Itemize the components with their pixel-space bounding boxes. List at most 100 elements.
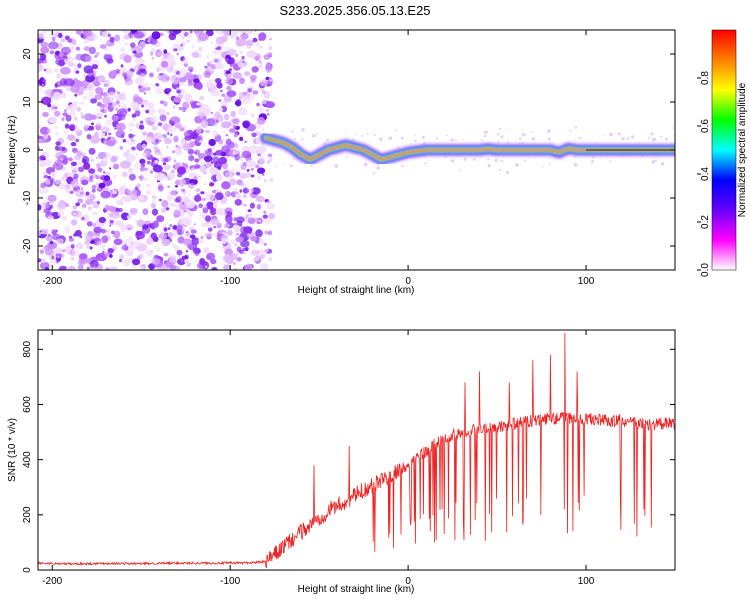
noise-blob: [212, 156, 220, 164]
noise-blob: [242, 247, 248, 252]
noise-blob: [216, 114, 224, 123]
noise-speckle: [292, 158, 295, 161]
noise-blob: [149, 72, 154, 78]
noise-blob: [215, 173, 223, 182]
noise-blob: [234, 153, 240, 161]
noise-blob: [263, 218, 272, 225]
noise-blob: [96, 122, 102, 126]
noise-blob: [41, 30, 48, 35]
noise-blob: [150, 202, 156, 209]
noise-blob: [225, 74, 228, 78]
noise-blob: [256, 204, 262, 210]
noise-blob: [210, 258, 217, 265]
noise-blob: [58, 59, 65, 67]
noise-blob: [255, 56, 260, 62]
noise-blob: [129, 207, 138, 215]
noise-blob: [132, 258, 141, 266]
noise-blob: [128, 173, 136, 181]
noise-blob: [77, 264, 84, 270]
noise-blob: [49, 171, 56, 179]
noise-blob: [251, 132, 257, 138]
noise-blob: [131, 146, 136, 151]
noise-blob: [45, 179, 51, 185]
noise-blob: [83, 74, 86, 77]
noise-blob: [203, 70, 211, 79]
noise-blob: [240, 94, 246, 99]
noise-blob: [213, 225, 217, 229]
noise-blob: [203, 205, 208, 209]
noise-blob: [243, 61, 249, 68]
noise-blob: [122, 138, 127, 143]
noise-blob: [215, 30, 224, 35]
noise-blob: [91, 64, 99, 70]
noise-blob: [166, 125, 177, 133]
noise-blob: [188, 193, 192, 196]
noise-blob: [104, 41, 108, 44]
noise-speckle: [569, 130, 572, 133]
noise-blob: [125, 70, 134, 79]
noise-blob: [210, 41, 213, 44]
noise-blob: [234, 267, 238, 270]
noise-speckle: [410, 143, 412, 145]
noise-blob: [42, 157, 46, 161]
noise-blob: [134, 50, 143, 59]
noise-speckle: [473, 158, 476, 161]
noise-blob: [244, 237, 248, 241]
noise-blob: [168, 232, 173, 238]
y-tick-label: 0: [22, 147, 33, 153]
noise-blob: [56, 236, 59, 240]
noise-blob: [240, 33, 249, 40]
noise-blob: [124, 42, 129, 46]
noise-blob: [47, 233, 51, 237]
noise-blob: [233, 222, 236, 226]
snr-panel: -200 -100 0 100 0 200 400 600 800 Height of str…: [7, 329, 676, 595]
noise-blob: [80, 112, 84, 116]
noise-speckle: [372, 172, 375, 175]
y-tick-label: 0: [22, 567, 33, 573]
noise-blob: [252, 37, 258, 43]
noise-blob: [144, 136, 154, 143]
noise-blob: [183, 219, 192, 226]
noise-blob: [95, 87, 104, 95]
noise-blob: [239, 189, 243, 193]
noise-blob: [105, 267, 110, 270]
noise-blob: [62, 216, 67, 221]
noise-speckle: [414, 139, 417, 142]
noise-blob: [64, 184, 71, 189]
noise-blob: [187, 182, 195, 189]
noise-blob: [145, 238, 154, 245]
noise-speckle: [609, 160, 612, 163]
noise-blob: [42, 260, 45, 264]
noise-blob: [244, 263, 253, 270]
noise-blob: [143, 101, 150, 108]
noise-blob: [250, 249, 260, 256]
noise-speckle: [499, 168, 502, 171]
noise-blob: [106, 228, 113, 236]
noise-blob: [156, 215, 165, 223]
noise-blob: [94, 94, 103, 101]
noise-blob: [114, 220, 122, 226]
noise-blob: [156, 75, 161, 79]
noise-blob: [86, 221, 93, 227]
noise-speckle: [451, 159, 455, 163]
noise-blob: [139, 158, 146, 165]
noise-blob: [96, 75, 106, 83]
noise-blob: [58, 43, 63, 47]
noise-blob: [149, 170, 154, 174]
spectrogram-y-label: Frequency (Hz): [7, 116, 18, 185]
noise-blob: [39, 126, 50, 135]
noise-speckle: [302, 138, 305, 140]
noise-blob: [238, 62, 245, 68]
noise-blob: [179, 178, 186, 187]
noise-blob: [212, 49, 219, 55]
noise-speckle: [462, 138, 464, 140]
noise-blob: [118, 188, 126, 196]
noise-blob: [99, 44, 107, 49]
noise-blob: [135, 152, 139, 156]
noise-blob: [109, 167, 112, 170]
noise-blob: [154, 172, 166, 181]
noise-blob: [126, 154, 136, 162]
noise-blob: [139, 195, 144, 201]
noise-blob: [79, 191, 84, 195]
noise-blob: [165, 88, 172, 93]
